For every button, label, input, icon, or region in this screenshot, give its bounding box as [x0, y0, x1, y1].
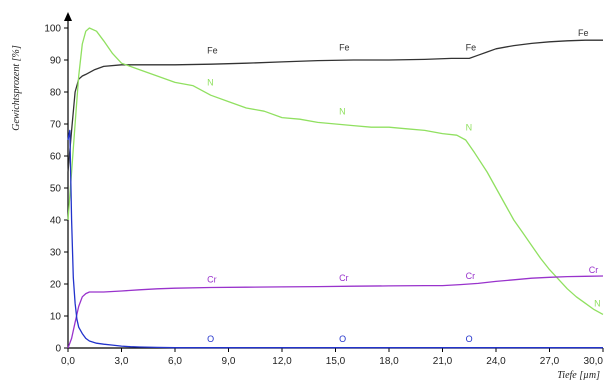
x-tick-label: 6,0 [168, 356, 182, 367]
x-tick-label: 9,0 [222, 356, 236, 367]
series-label-n: N [207, 78, 214, 88]
x-axis-title: Tiefe [µm] [557, 370, 600, 380]
x-tick-label: 12,0 [272, 356, 292, 367]
x-tick-label: 21,0 [433, 356, 453, 367]
x-tick-label: 15,0 [326, 356, 346, 367]
axes [64, 12, 603, 349]
y-axis-title: Gewichtsprozent [%] [11, 45, 22, 131]
series [67, 27, 604, 349]
series-label-n: N [339, 106, 346, 116]
y-tick-label: 20 [50, 280, 62, 291]
x-tick-label: 0,0 [61, 356, 75, 367]
y-tick-label: 0 [55, 344, 61, 355]
y-tick-label: 80 [50, 88, 62, 99]
series-line-cr [67, 275, 604, 349]
x-tick-label: 3,0 [115, 356, 129, 367]
series-label-o: O [466, 334, 473, 344]
series-label-cr: Cr [207, 274, 217, 284]
series-line-o [67, 129, 603, 349]
series-label-o: O [339, 334, 346, 344]
series-label-o: O [207, 334, 214, 344]
y-tick-label: 30 [50, 248, 62, 259]
series-label-cr: Cr [466, 271, 476, 281]
series-labels: Fe Fe Fe Fe N N N N Cr Cr Cr Cr O O O [207, 28, 600, 344]
series-label-fe: Fe [339, 42, 350, 52]
y-tick-label: 100 [44, 24, 61, 35]
series-label-cr: Cr [339, 273, 349, 283]
ticks: 0 10 20 30 40 50 60 70 80 90 100 0,0 3,0 6,0 9,0 12,0 15… [44, 24, 604, 367]
y-tick-label: 60 [50, 152, 62, 163]
series-label-fe: Fe [578, 28, 589, 38]
x-tick-label: 30,0 [584, 356, 604, 367]
series-label-n: N [594, 298, 601, 308]
y-tick-label: 40 [50, 216, 62, 227]
series-line-fe [67, 39, 603, 173]
y-tick-label: 90 [50, 56, 62, 67]
y-tick-label: 10 [50, 312, 62, 323]
series-label-cr: Cr [589, 265, 599, 275]
x-tick-label: 18,0 [379, 356, 399, 367]
series-label-n: N [466, 122, 473, 132]
y-tick-label: 70 [50, 120, 62, 131]
series-line-n [67, 27, 604, 315]
series-label-fe: Fe [207, 46, 218, 56]
x-tick-label: 24,0 [486, 356, 506, 367]
y-axis-arrow [64, 12, 72, 21]
y-tick-label: 50 [50, 184, 62, 195]
series-label-fe: Fe [466, 42, 477, 52]
x-tick-label: 27,0 [540, 356, 560, 367]
